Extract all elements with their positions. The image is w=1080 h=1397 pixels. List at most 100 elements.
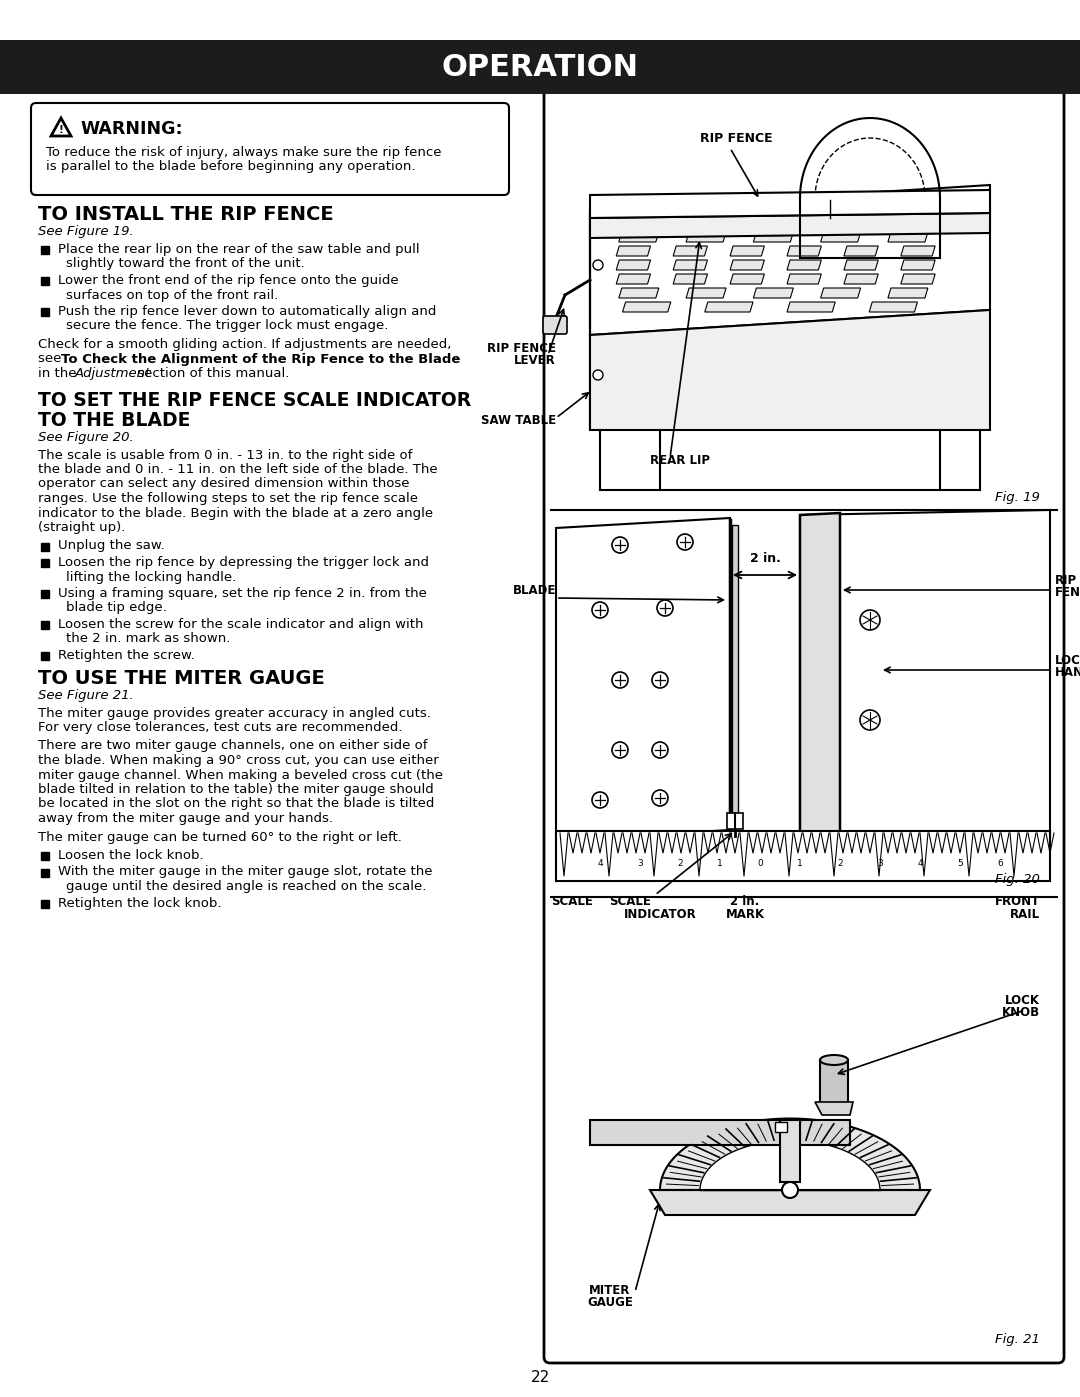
Polygon shape bbox=[650, 1190, 930, 1215]
Text: 1: 1 bbox=[797, 859, 802, 868]
Text: Using a framing square, set the rip fence 2 in. from the: Using a framing square, set the rip fenc… bbox=[58, 587, 427, 599]
Circle shape bbox=[593, 370, 603, 380]
Polygon shape bbox=[732, 525, 738, 826]
Text: 2 in.: 2 in. bbox=[750, 552, 781, 564]
Text: 22: 22 bbox=[530, 1370, 550, 1386]
Polygon shape bbox=[590, 310, 990, 430]
Bar bbox=[41, 852, 49, 861]
Polygon shape bbox=[590, 190, 990, 218]
FancyBboxPatch shape bbox=[31, 103, 509, 196]
Text: INDICATOR: INDICATOR bbox=[623, 908, 697, 921]
Polygon shape bbox=[700, 1140, 880, 1190]
Text: MITER: MITER bbox=[590, 1284, 631, 1296]
Polygon shape bbox=[673, 246, 707, 256]
Text: 2: 2 bbox=[837, 859, 842, 868]
Text: TO THE BLADE: TO THE BLADE bbox=[38, 411, 190, 429]
Text: RIP: RIP bbox=[1055, 574, 1077, 587]
Text: RIP FENCE: RIP FENCE bbox=[700, 131, 772, 144]
Polygon shape bbox=[821, 232, 861, 242]
Text: blade tilted in relation to the table) the miter gauge should: blade tilted in relation to the table) t… bbox=[38, 782, 434, 796]
Text: 3: 3 bbox=[877, 859, 882, 868]
Circle shape bbox=[592, 792, 608, 807]
Polygon shape bbox=[800, 510, 1050, 845]
Text: 2 in.: 2 in. bbox=[730, 895, 759, 908]
Bar bbox=[41, 869, 49, 876]
Polygon shape bbox=[556, 831, 1050, 882]
Text: be located in the slot on the right so that the blade is tilted: be located in the slot on the right so t… bbox=[38, 798, 434, 810]
Text: (straight up).: (straight up). bbox=[38, 521, 125, 534]
Polygon shape bbox=[787, 302, 835, 312]
Text: SAW TABLE: SAW TABLE bbox=[481, 414, 556, 426]
Text: To Check the Alignment of the Rip Fence to the Blade: To Check the Alignment of the Rip Fence … bbox=[60, 352, 460, 366]
Text: section of this manual.: section of this manual. bbox=[133, 367, 289, 380]
Polygon shape bbox=[660, 1119, 920, 1190]
Polygon shape bbox=[51, 117, 71, 136]
Text: LOCK: LOCK bbox=[1005, 993, 1040, 1006]
Text: The miter gauge can be turned 60° to the right or left.: The miter gauge can be turned 60° to the… bbox=[38, 830, 402, 844]
Text: Loosen the screw for the scale indicator and align with: Loosen the screw for the scale indicator… bbox=[58, 617, 423, 631]
Text: KNOB: KNOB bbox=[1002, 1006, 1040, 1020]
Ellipse shape bbox=[820, 1055, 848, 1065]
Text: Fig. 20: Fig. 20 bbox=[995, 873, 1040, 887]
Text: !: ! bbox=[58, 124, 64, 136]
Text: Unplug the saw.: Unplug the saw. bbox=[58, 539, 164, 552]
Text: the 2 in. mark as shown.: the 2 in. mark as shown. bbox=[66, 633, 230, 645]
Polygon shape bbox=[590, 1120, 850, 1146]
Text: Loosen the lock knob.: Loosen the lock knob. bbox=[58, 849, 204, 862]
Text: 6: 6 bbox=[997, 859, 1003, 868]
Polygon shape bbox=[800, 513, 840, 847]
Text: RAIL: RAIL bbox=[1010, 908, 1040, 921]
Polygon shape bbox=[888, 288, 928, 298]
Text: ranges. Use the following steps to set the rip fence scale: ranges. Use the following steps to set t… bbox=[38, 492, 418, 504]
Text: Loosen the rip fence by depressing the trigger lock and: Loosen the rip fence by depressing the t… bbox=[58, 556, 429, 569]
Polygon shape bbox=[673, 260, 707, 270]
Text: operator can select any desired dimension within those: operator can select any desired dimensio… bbox=[38, 478, 409, 490]
Bar bbox=[41, 307, 49, 316]
Text: WARNING:: WARNING: bbox=[80, 120, 183, 138]
Bar bbox=[41, 246, 49, 254]
Text: lifting the locking handle.: lifting the locking handle. bbox=[66, 570, 237, 584]
Text: BLADE: BLADE bbox=[513, 584, 556, 597]
FancyBboxPatch shape bbox=[543, 316, 567, 334]
Polygon shape bbox=[754, 288, 794, 298]
FancyBboxPatch shape bbox=[544, 89, 1064, 1363]
Text: TO INSTALL THE RIP FENCE: TO INSTALL THE RIP FENCE bbox=[38, 205, 334, 224]
Circle shape bbox=[593, 260, 603, 270]
Polygon shape bbox=[686, 232, 726, 242]
Text: FENCE: FENCE bbox=[1055, 587, 1080, 599]
Polygon shape bbox=[821, 288, 861, 298]
Text: Place the rear lip on the rear of the saw table and pull: Place the rear lip on the rear of the sa… bbox=[58, 243, 420, 256]
FancyBboxPatch shape bbox=[727, 813, 743, 828]
Polygon shape bbox=[780, 1120, 800, 1182]
Circle shape bbox=[652, 789, 669, 806]
Text: surfaces on top of the front rail.: surfaces on top of the front rail. bbox=[66, 289, 279, 302]
Bar bbox=[41, 900, 49, 908]
Text: Retighten the screw.: Retighten the screw. bbox=[58, 650, 194, 662]
Polygon shape bbox=[815, 1102, 853, 1115]
Polygon shape bbox=[901, 274, 935, 284]
Polygon shape bbox=[730, 274, 765, 284]
Circle shape bbox=[782, 1182, 798, 1199]
Text: away from the miter gauge and your hands.: away from the miter gauge and your hands… bbox=[38, 812, 333, 826]
Text: blade tip edge.: blade tip edge. bbox=[66, 602, 166, 615]
Text: 3: 3 bbox=[637, 859, 643, 868]
Polygon shape bbox=[622, 218, 671, 228]
Text: Lower the front end of the rip fence onto the guide: Lower the front end of the rip fence ont… bbox=[58, 274, 399, 286]
Text: TO USE THE MITER GAUGE: TO USE THE MITER GAUGE bbox=[38, 669, 325, 689]
Polygon shape bbox=[619, 232, 659, 242]
Polygon shape bbox=[590, 212, 990, 237]
Polygon shape bbox=[619, 288, 659, 298]
Text: MARK: MARK bbox=[726, 908, 765, 921]
Text: TO SET THE RIP FENCE SCALE INDICATOR: TO SET THE RIP FENCE SCALE INDICATOR bbox=[38, 391, 471, 411]
Polygon shape bbox=[686, 288, 726, 298]
Polygon shape bbox=[730, 260, 765, 270]
Polygon shape bbox=[673, 274, 707, 284]
Bar bbox=[41, 652, 49, 659]
Text: The scale is usable from 0 in. - 13 in. to the right side of: The scale is usable from 0 in. - 13 in. … bbox=[38, 448, 413, 461]
Polygon shape bbox=[869, 302, 917, 312]
Circle shape bbox=[657, 599, 673, 616]
Polygon shape bbox=[787, 246, 821, 256]
Polygon shape bbox=[787, 274, 821, 284]
Polygon shape bbox=[843, 246, 878, 256]
Text: see: see bbox=[38, 352, 66, 366]
